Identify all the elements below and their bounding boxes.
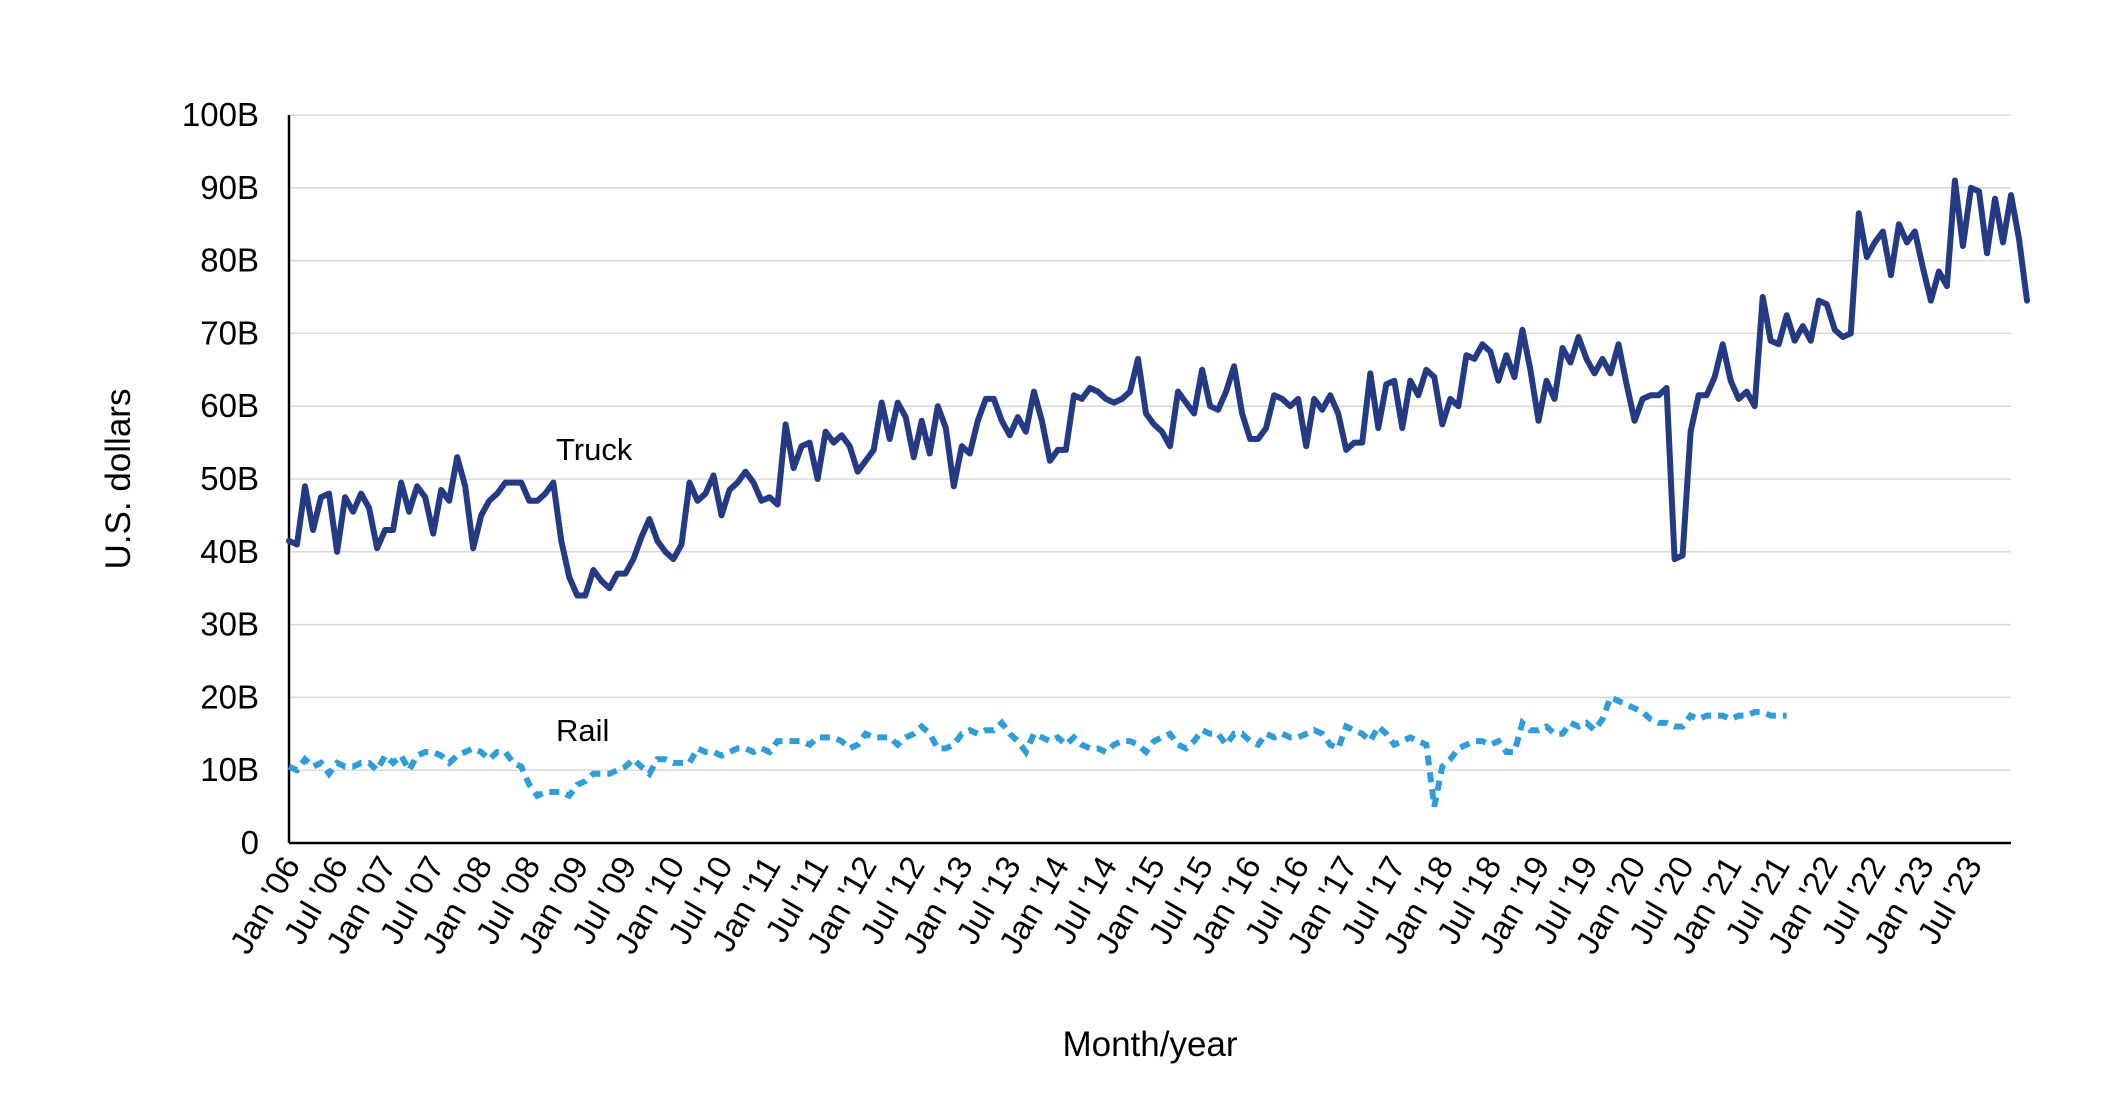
y-tick-label: 40B bbox=[200, 533, 259, 570]
series-lines bbox=[286, 177, 2030, 808]
y-tick-label: 30B bbox=[200, 606, 259, 643]
y-tick-label: 90B bbox=[200, 169, 259, 206]
truck-series-line bbox=[286, 177, 2030, 599]
y-tick-label: 50B bbox=[200, 460, 259, 497]
y-tick-label: 60B bbox=[200, 387, 259, 424]
y-axis-ticks: 0 10B 20B 30B 40B 50B 60B 70B 80B 90B 100B bbox=[182, 96, 259, 861]
y-tick-label: 80B bbox=[200, 242, 259, 279]
y-tick-label: 70B bbox=[200, 314, 259, 351]
x-axis-title: Month/year bbox=[1062, 1025, 1237, 1064]
y-tick-label: 0 bbox=[241, 824, 259, 861]
series-annotations: Truck Rail bbox=[556, 432, 633, 748]
y-tick-label: 100B bbox=[182, 96, 259, 133]
y-tick-label: 10B bbox=[200, 751, 259, 788]
gridlines bbox=[289, 114, 2011, 771]
axes bbox=[287, 115, 2011, 845]
rail-series-label: Rail bbox=[556, 713, 609, 748]
rail-series-line bbox=[287, 693, 1787, 808]
y-tick-label: 20B bbox=[200, 678, 259, 715]
truck-series-label: Truck bbox=[556, 432, 633, 467]
y-axis-title: U.S. dollars bbox=[99, 389, 138, 570]
